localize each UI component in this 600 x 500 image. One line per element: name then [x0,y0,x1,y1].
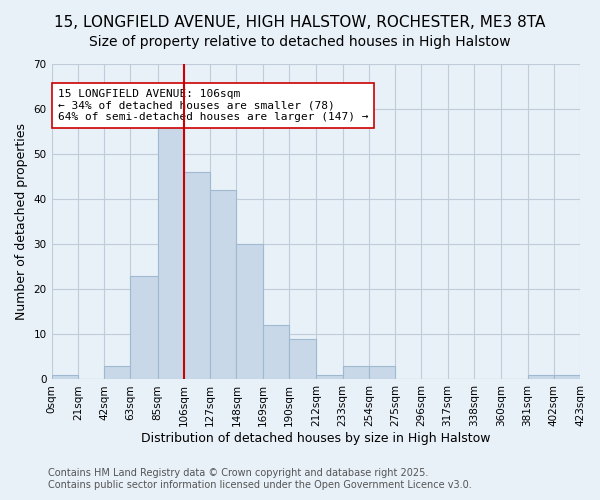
Bar [104,366,130,380]
Bar [130,276,158,380]
Bar [289,339,316,380]
Text: Contains HM Land Registry data © Crown copyright and database right 2025.
Contai: Contains HM Land Registry data © Crown c… [48,468,472,490]
Bar [316,375,343,380]
Text: 15 LONGFIELD AVENUE: 106sqm
← 34% of detached houses are smaller (78)
64% of sem: 15 LONGFIELD AVENUE: 106sqm ← 34% of det… [58,89,368,122]
Y-axis label: Number of detached properties: Number of detached properties [15,123,28,320]
Bar [184,172,210,380]
Bar [343,366,369,380]
Text: 15, LONGFIELD AVENUE, HIGH HALSTOW, ROCHESTER, ME3 8TA: 15, LONGFIELD AVENUE, HIGH HALSTOW, ROCH… [55,15,545,30]
Text: Size of property relative to detached houses in High Halstow: Size of property relative to detached ho… [89,35,511,49]
Bar [52,375,78,380]
Bar [210,190,236,380]
X-axis label: Distribution of detached houses by size in High Halstow: Distribution of detached houses by size … [141,432,491,445]
Bar [554,375,580,380]
Bar [527,375,554,380]
Bar [263,326,289,380]
Bar [158,118,184,380]
Bar [236,244,263,380]
Bar [369,366,395,380]
